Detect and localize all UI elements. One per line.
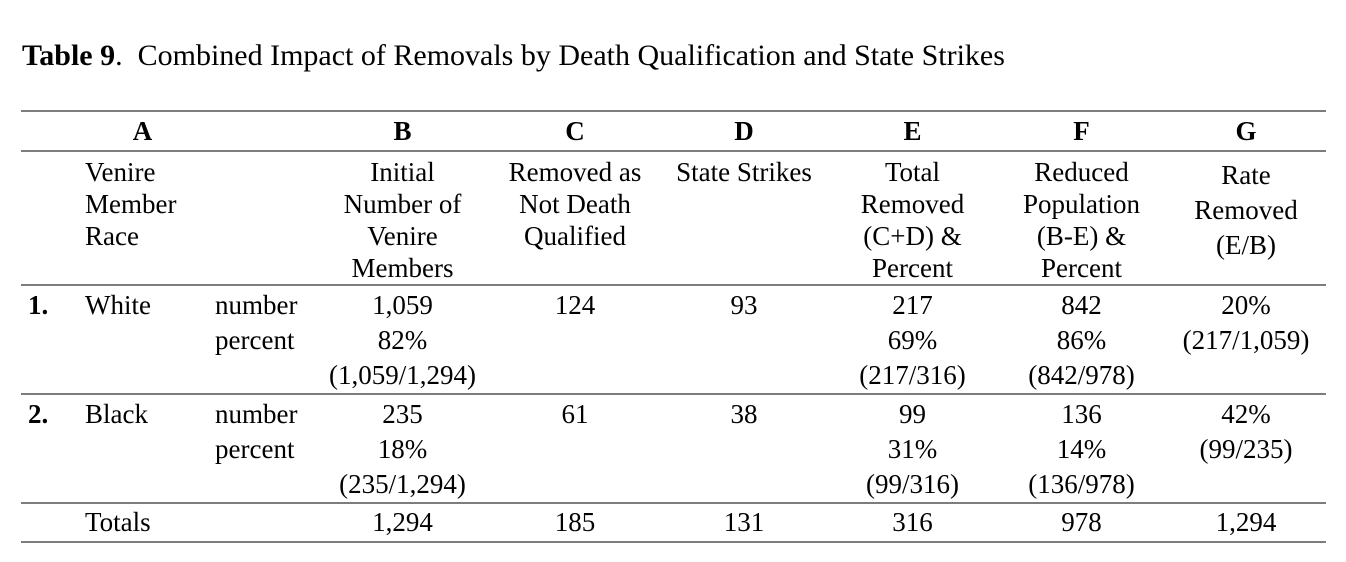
header-not-death-qualified: Removed as Not Death Qualified — [490, 150, 660, 285]
header-venire-member-race: Venire Member Race — [75, 150, 210, 285]
cell-not-death-qualified: 124 — [490, 284, 660, 394]
cell-initial-number: 235 18% (235/1,294) — [315, 393, 490, 503]
header-row: Venire Member Race Initial Number of Ven… — [21, 150, 1326, 285]
totals-spacer — [210, 502, 315, 543]
cell-state-strikes: 38 — [660, 393, 828, 503]
column-letter-a: A — [75, 110, 210, 151]
table-row-black: 2. Black number percent 235 18% (235/1,2… — [21, 393, 1326, 503]
table-title-text: . Combined Impact of Removals by Death Q… — [115, 39, 1005, 72]
cell-not-death-qualified: 61 — [490, 393, 660, 503]
cell-reduced-population: 136 14% (136/978) — [997, 393, 1166, 503]
race-cell: Black — [75, 393, 210, 503]
totals-row: Totals 1,294 185 131 316 978 1,294 — [21, 502, 1326, 543]
letters-spacer — [210, 110, 315, 151]
cell-rate-removed: 20% (217/1,059) — [1166, 284, 1326, 394]
column-letter-b: B — [315, 110, 490, 151]
cell-total-removed: 217 69% (217/316) — [828, 284, 997, 394]
measure-cell: number percent — [210, 284, 315, 394]
column-letter-c: C — [490, 110, 660, 151]
column-letter-e: E — [828, 110, 997, 151]
cell-rate-removed: 42% (99/235) — [1166, 393, 1326, 503]
totals-state-strikes: 131 — [660, 502, 828, 543]
row-number: 2. — [21, 393, 75, 503]
data-table: A B C D E F G Venire Member Race Initial… — [21, 110, 1326, 543]
letters-spacer — [21, 110, 75, 151]
table-title: Table 9. Combined Impact of Removals by … — [22, 38, 1005, 74]
cell-initial-number: 1,059 82% (1,059/1,294) — [315, 284, 490, 394]
row-number: 1. — [21, 284, 75, 394]
race-cell: White — [75, 284, 210, 394]
header-spacer — [210, 150, 315, 285]
header-state-strikes: State Strikes — [660, 150, 828, 285]
table-title-label: Table 9 — [22, 39, 116, 72]
totals-total-removed: 316 — [828, 502, 997, 543]
header-reduced-population: Reduced Population (B-E) & Percent — [997, 150, 1166, 285]
column-letter-g: G — [1166, 110, 1326, 151]
column-letter-f: F — [997, 110, 1166, 151]
totals-not-death-qualified: 185 — [490, 502, 660, 543]
totals-spacer — [21, 502, 75, 543]
header-initial-number: Initial Number of Venire Members — [315, 150, 490, 285]
column-letter-d: D — [660, 110, 828, 151]
column-letters-row: A B C D E F G — [21, 110, 1326, 151]
header-rate-removed: Rate Removed (E/B) — [1166, 150, 1326, 285]
header-spacer — [21, 150, 75, 285]
header-total-removed: Total Removed (C+D) & Percent — [828, 150, 997, 285]
cell-state-strikes: 93 — [660, 284, 828, 394]
cell-reduced-population: 842 86% (842/978) — [997, 284, 1166, 394]
table-row-white: 1. White number percent 1,059 82% (1,059… — [21, 284, 1326, 394]
totals-initial-number: 1,294 — [315, 502, 490, 543]
totals-rate-removed: 1,294 — [1166, 502, 1326, 543]
cell-total-removed: 99 31% (99/316) — [828, 393, 997, 503]
totals-label: Totals — [75, 502, 210, 543]
totals-reduced-population: 978 — [997, 502, 1166, 543]
measure-cell: number percent — [210, 393, 315, 503]
